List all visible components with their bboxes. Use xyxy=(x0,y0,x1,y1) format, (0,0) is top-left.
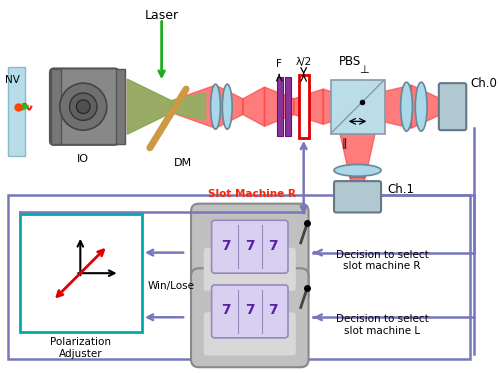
FancyBboxPatch shape xyxy=(334,181,381,213)
Polygon shape xyxy=(340,133,375,177)
Text: Win/Lose: Win/Lose xyxy=(148,281,195,291)
Text: PBS: PBS xyxy=(338,56,361,69)
Polygon shape xyxy=(352,85,412,128)
Text: DM: DM xyxy=(174,158,192,167)
Text: 7: 7 xyxy=(222,303,231,317)
Polygon shape xyxy=(264,87,294,126)
Text: 7: 7 xyxy=(222,239,231,253)
Ellipse shape xyxy=(334,164,381,176)
Text: Decision to select
slot machine L: Decision to select slot machine L xyxy=(336,314,428,336)
Bar xyxy=(20,214,142,332)
Text: 7: 7 xyxy=(245,303,254,317)
Text: Polarization: Polarization xyxy=(50,337,111,347)
Text: Ch.0: Ch.0 xyxy=(470,77,497,90)
Bar xyxy=(277,77,283,136)
Polygon shape xyxy=(172,93,205,120)
Text: F: F xyxy=(276,59,282,69)
Text: ∥: ∥ xyxy=(341,138,346,149)
Polygon shape xyxy=(243,87,264,126)
Bar xyxy=(331,80,385,134)
Text: λ/2: λ/2 xyxy=(296,57,312,68)
Bar xyxy=(285,77,291,136)
Ellipse shape xyxy=(400,82,412,131)
Bar xyxy=(51,69,60,144)
Polygon shape xyxy=(128,79,172,134)
FancyBboxPatch shape xyxy=(212,285,288,338)
Text: NV: NV xyxy=(5,75,20,85)
Circle shape xyxy=(70,93,97,120)
Polygon shape xyxy=(172,85,216,128)
Text: 7: 7 xyxy=(268,239,278,253)
Text: Laser: Laser xyxy=(144,9,178,22)
Ellipse shape xyxy=(222,84,232,129)
FancyBboxPatch shape xyxy=(191,204,308,303)
Bar xyxy=(8,195,470,360)
Circle shape xyxy=(60,83,107,130)
Text: Adjuster: Adjuster xyxy=(58,349,102,358)
Polygon shape xyxy=(412,85,441,128)
Ellipse shape xyxy=(210,84,220,129)
Bar xyxy=(8,68,25,156)
Text: 7: 7 xyxy=(245,239,254,253)
Polygon shape xyxy=(324,89,352,124)
Bar xyxy=(116,69,126,144)
Text: IO: IO xyxy=(78,154,90,164)
FancyBboxPatch shape xyxy=(439,83,466,130)
Polygon shape xyxy=(216,85,243,128)
Bar xyxy=(299,75,308,138)
Ellipse shape xyxy=(416,82,427,131)
Text: 7: 7 xyxy=(268,303,278,317)
FancyBboxPatch shape xyxy=(212,220,288,273)
Polygon shape xyxy=(128,79,172,134)
Text: Slot Machine L: Slot Machine L xyxy=(208,253,295,263)
Text: ⊥: ⊥ xyxy=(358,65,368,75)
Polygon shape xyxy=(294,89,324,124)
Circle shape xyxy=(76,100,90,113)
Polygon shape xyxy=(350,177,366,195)
Text: Slot Machine R: Slot Machine R xyxy=(208,189,296,199)
FancyBboxPatch shape xyxy=(191,268,308,367)
Text: Rotary positioner: Rotary positioner xyxy=(206,219,296,229)
Text: Ch.1: Ch.1 xyxy=(387,184,414,197)
FancyBboxPatch shape xyxy=(204,248,296,291)
Text: Decision to select
slot machine R: Decision to select slot machine R xyxy=(336,250,428,271)
FancyBboxPatch shape xyxy=(204,312,296,355)
FancyBboxPatch shape xyxy=(50,69,118,145)
